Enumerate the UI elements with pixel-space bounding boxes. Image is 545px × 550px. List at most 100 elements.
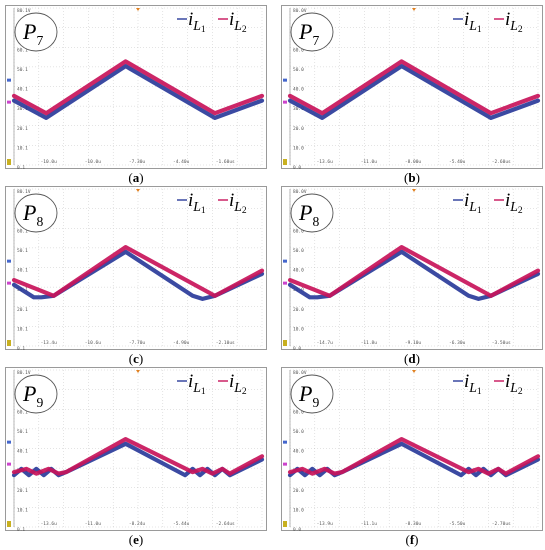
ytick-label: 80.1V bbox=[17, 189, 31, 195]
scope-svg: 80.1V70.160.150.140.130.120.110.10.1-13.… bbox=[5, 367, 267, 531]
oscilloscope-panel-b: 80.0V70.060.050.040.030.020.010.00.0-13.… bbox=[281, 5, 543, 169]
panel-caption: (b) bbox=[404, 170, 420, 185]
ytick-label: 10.0 bbox=[293, 507, 304, 513]
scope-svg: 80.1V70.160.150.140.130.120.110.10.1-10.… bbox=[5, 5, 267, 169]
channel-marker bbox=[283, 259, 287, 263]
oscilloscope-panel-c: 80.1V70.160.150.140.130.120.110.10.1-13.… bbox=[5, 186, 267, 350]
xtick-label: -6.30u bbox=[449, 340, 466, 346]
xtick-label: -11.0u bbox=[85, 521, 102, 527]
legend-label: iL1 bbox=[464, 190, 482, 216]
scope-svg: 80.0V70.060.050.040.030.020.010.00.0-13.… bbox=[281, 5, 543, 169]
trace-il2 bbox=[11, 436, 265, 476]
ytick-label: 80.1V bbox=[17, 8, 31, 14]
trace-il2 bbox=[11, 244, 265, 298]
ytick-label: 50.0 bbox=[293, 429, 304, 435]
ytick-label: 0.0 bbox=[293, 527, 301, 531]
ytick-label: 30.0 bbox=[293, 106, 304, 112]
ytick-label: 80.0V bbox=[293, 8, 307, 14]
legend-label: iL1 bbox=[464, 371, 482, 397]
oscilloscope-panel-d: 80.0V70.060.050.040.030.020.010.00.0-14.… bbox=[281, 186, 543, 350]
channel-marker bbox=[283, 100, 287, 104]
panel-caption: (f) bbox=[405, 532, 419, 547]
panel-label: P8 bbox=[298, 200, 319, 229]
ytick-label: 40.1 bbox=[17, 449, 28, 455]
panel-label: P9 bbox=[298, 381, 319, 410]
trigger-marker bbox=[136, 370, 140, 373]
ytick-label: 50.1 bbox=[17, 429, 28, 435]
ytick-label: 0.1 bbox=[17, 527, 25, 531]
legend: iL1 iL2 bbox=[453, 190, 523, 216]
ytick-label: 60.1 bbox=[17, 47, 28, 53]
ytick-label: 40.1 bbox=[17, 268, 28, 274]
oscilloscope-panel-e: 80.1V70.160.150.140.130.120.110.10.1-13.… bbox=[5, 367, 267, 531]
xtick-label: -13.4u bbox=[41, 340, 58, 346]
panel-label: P7 bbox=[22, 19, 43, 48]
ground-marker bbox=[283, 159, 287, 165]
panel-caption: (e) bbox=[128, 532, 144, 547]
trigger-marker bbox=[136, 189, 140, 192]
xtick-label: -7.30u bbox=[129, 159, 146, 165]
oscilloscope-panel-a: 80.1V70.160.150.140.130.120.110.10.1-10.… bbox=[5, 5, 267, 169]
xtick-label: -4.40u bbox=[173, 159, 190, 165]
xtick-label: -5.40u bbox=[449, 159, 466, 165]
ytick-label: 50.0 bbox=[293, 67, 304, 73]
trace-il1 bbox=[287, 249, 541, 302]
ytick-label: 60.1 bbox=[17, 409, 28, 415]
panel-caption: (d) bbox=[404, 351, 420, 366]
trigger-marker bbox=[412, 8, 416, 11]
ground-marker bbox=[283, 340, 287, 346]
xtick-label: -11.8u bbox=[361, 340, 378, 346]
trigger-marker bbox=[136, 8, 140, 11]
xtick-label: -5.50u bbox=[449, 521, 466, 527]
legend: iL1 iL2 bbox=[453, 9, 523, 35]
trace-il2 bbox=[287, 244, 541, 298]
legend-label: iL2 bbox=[505, 190, 523, 216]
ytick-label: 20.0 bbox=[293, 488, 304, 494]
trace-il2 bbox=[287, 436, 541, 476]
ytick-label: 10.1 bbox=[17, 326, 28, 332]
ground-marker bbox=[7, 521, 11, 527]
ytick-label: 80.0V bbox=[293, 370, 307, 376]
ytick-label: 20.1 bbox=[17, 126, 28, 132]
xtick-label: -11.0u bbox=[361, 159, 378, 165]
ytick-label: 0.1 bbox=[17, 346, 25, 350]
channel-marker bbox=[7, 259, 11, 263]
panel-caption: (c) bbox=[128, 351, 144, 366]
ytick-label: 80.0V bbox=[293, 189, 307, 195]
ytick-label: 60.1 bbox=[17, 228, 28, 234]
legend: iL1 iL2 bbox=[177, 9, 247, 35]
legend: iL1 iL2 bbox=[453, 371, 523, 397]
xtick-label: -10.0u bbox=[85, 159, 102, 165]
xtick-label: -11.1u bbox=[361, 521, 378, 527]
xtick-label: -7.70u bbox=[129, 340, 146, 346]
ytick-label: 0.0 bbox=[293, 346, 301, 350]
trigger-marker bbox=[412, 370, 416, 373]
legend-label: iL2 bbox=[505, 371, 523, 397]
channel-marker bbox=[283, 462, 287, 466]
ytick-label: 40.1 bbox=[17, 87, 28, 93]
scope-svg: 80.0V70.060.050.040.030.020.010.00.0-14.… bbox=[281, 186, 543, 350]
trace-il1 bbox=[11, 249, 265, 302]
panel-label: P7 bbox=[298, 19, 319, 48]
ytick-label: 60.0 bbox=[293, 47, 304, 53]
ytick-label: 30.1 bbox=[17, 106, 28, 112]
ytick-label: 20.0 bbox=[293, 126, 304, 132]
channel-marker bbox=[7, 440, 11, 444]
trace-il2 bbox=[287, 59, 541, 116]
xtick-label: -1.60us bbox=[216, 159, 235, 165]
ytick-label: 40.0 bbox=[293, 449, 304, 455]
xtick-label: -13.9u bbox=[317, 521, 334, 527]
ytick-label: 10.1 bbox=[17, 507, 28, 513]
scope-svg: 80.1V70.160.150.140.130.120.110.10.1-13.… bbox=[5, 186, 267, 350]
ytick-label: 60.0 bbox=[293, 409, 304, 415]
ground-marker bbox=[283, 521, 287, 527]
ytick-label: 20.1 bbox=[17, 307, 28, 313]
trigger-marker bbox=[412, 189, 416, 192]
legend: iL1 iL2 bbox=[177, 190, 247, 216]
channel-marker bbox=[7, 462, 11, 466]
xtick-label: -2.64us bbox=[216, 521, 235, 527]
panel-label-circle bbox=[290, 12, 334, 52]
ytick-label: 10.1 bbox=[17, 145, 28, 151]
legend-label: iL2 bbox=[229, 9, 247, 35]
panel-label-circle bbox=[290, 374, 334, 414]
